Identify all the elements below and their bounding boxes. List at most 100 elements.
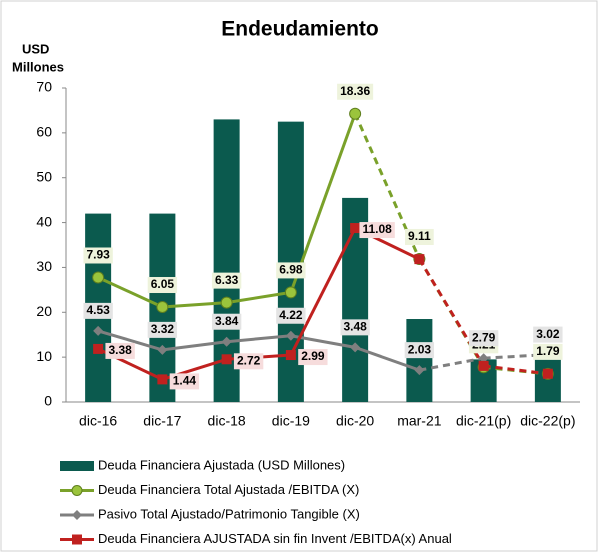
y-tick-label: 10 [36, 348, 52, 364]
data-label: 18.36 [337, 83, 374, 100]
data-label-text: 3.38 [108, 343, 132, 357]
legend-label: Pasivo Total Ajustado/Patrimonio Tangibl… [98, 506, 360, 521]
data-label-text: 2.72 [237, 353, 261, 367]
marker [478, 353, 489, 364]
data-label-bg [404, 342, 435, 359]
marker [478, 360, 489, 371]
line-segment [162, 340, 227, 352]
marker [221, 336, 232, 347]
marker [221, 354, 232, 365]
data-label-text: 2.79 [472, 330, 496, 344]
line-segment [418, 258, 485, 367]
data-label-text: 3.48 [343, 320, 367, 334]
marker [93, 343, 104, 354]
marker [285, 350, 296, 361]
data-label-bg [233, 353, 264, 370]
data-label-bg [533, 343, 563, 360]
data-label: 11.08 [359, 222, 395, 239]
data-label: 6.98 [276, 262, 306, 279]
legend-swatch [60, 461, 94, 471]
marker [414, 365, 425, 376]
data-label-bg [337, 83, 374, 100]
legend-marker [71, 485, 83, 496]
data-label-text: 3.02 [536, 327, 560, 341]
legend-label: Deuda Financiera Total Ajustada /EBITDA … [98, 482, 359, 497]
x-tick-label: mar-21 [397, 413, 442, 429]
data-label: 4.22 [276, 307, 306, 324]
marker [284, 286, 297, 299]
data-label: 6.33 [211, 272, 242, 289]
x-tick-label: dic-16 [79, 413, 117, 429]
data-label: 2.72 [233, 353, 264, 370]
data-label-text: 1.44 [173, 374, 197, 388]
chart-title: Endeudamiento [221, 18, 379, 41]
data-label: 1.79 [533, 343, 563, 360]
data-label-text: 6.33 [215, 273, 239, 287]
data-label: 3.32 [147, 321, 178, 338]
line-segment [162, 301, 227, 309]
data-label: 7.93 [83, 247, 113, 264]
data-label: 9.11 [405, 228, 434, 245]
x-tick-label: dic-17 [143, 413, 181, 429]
marker [349, 107, 362, 120]
line-segment [354, 345, 420, 372]
data-label-text: 4.53 [86, 303, 110, 317]
data-label-bg [211, 272, 242, 289]
x-tick-label: dic-21(p) [456, 413, 511, 429]
data-label-bg [83, 302, 113, 319]
marker [542, 368, 553, 379]
data-label: 2.99 [298, 349, 328, 366]
marker [93, 325, 104, 336]
marker [350, 342, 361, 353]
data-label-text: 6.98 [279, 263, 303, 277]
data-label: 2.79 [468, 330, 499, 347]
x-tick-label: dic-19 [272, 413, 310, 429]
data-label-text: 3.32 [151, 322, 175, 336]
data-label-bg [276, 262, 306, 279]
legend-label: Deuda Financiera Ajustada (USD Millones) [98, 457, 345, 472]
data-label: 1.44 [169, 373, 200, 390]
data-label-text: 6.05 [151, 277, 175, 291]
data-label-text: 2.03 [408, 342, 432, 356]
data-label-text: 2.99 [301, 349, 325, 363]
data-label-bg [468, 330, 499, 347]
data-label-text: 7.93 [86, 248, 110, 262]
marker [285, 330, 296, 341]
y-tick-label: 20 [36, 303, 52, 319]
data-label: 3.38 [105, 342, 135, 359]
data-label-bg [276, 307, 306, 324]
data-label-bg [533, 326, 563, 343]
line-segment [419, 356, 484, 372]
data-label-text: 18.36 [340, 84, 370, 98]
line-segment [97, 276, 164, 309]
y-tick-label: 60 [36, 124, 52, 140]
marker [92, 271, 105, 284]
data-label-bg [211, 313, 242, 330]
y-tick-label: 40 [36, 213, 52, 229]
line-segment [483, 364, 549, 376]
line-segment [97, 329, 163, 352]
data-label-bg [147, 277, 178, 294]
data-label-bg [147, 321, 178, 338]
x-tick-label: dic-20 [336, 413, 374, 429]
x-tick-label: dic-22(p) [520, 413, 575, 429]
data-label-bg [105, 342, 135, 359]
y-tick-label: 30 [36, 258, 52, 274]
data-label: 4.53 [83, 302, 113, 319]
y-tick-label: 0 [44, 393, 52, 409]
data-label-bg [405, 228, 434, 245]
legend-marker [72, 510, 82, 520]
line-segment [290, 334, 356, 349]
data-label-text: 3.84 [215, 314, 239, 328]
data-label-bg [359, 222, 395, 239]
data-label-bg [169, 373, 200, 390]
data-label-text: 4.22 [279, 308, 303, 322]
data-label: 3.84 [211, 313, 242, 330]
y-label: Millones [12, 59, 64, 74]
line-segment [226, 334, 292, 344]
marker [220, 296, 233, 309]
y-label: USD [22, 41, 49, 56]
data-label-bg [298, 349, 328, 366]
line-segment [289, 227, 357, 356]
